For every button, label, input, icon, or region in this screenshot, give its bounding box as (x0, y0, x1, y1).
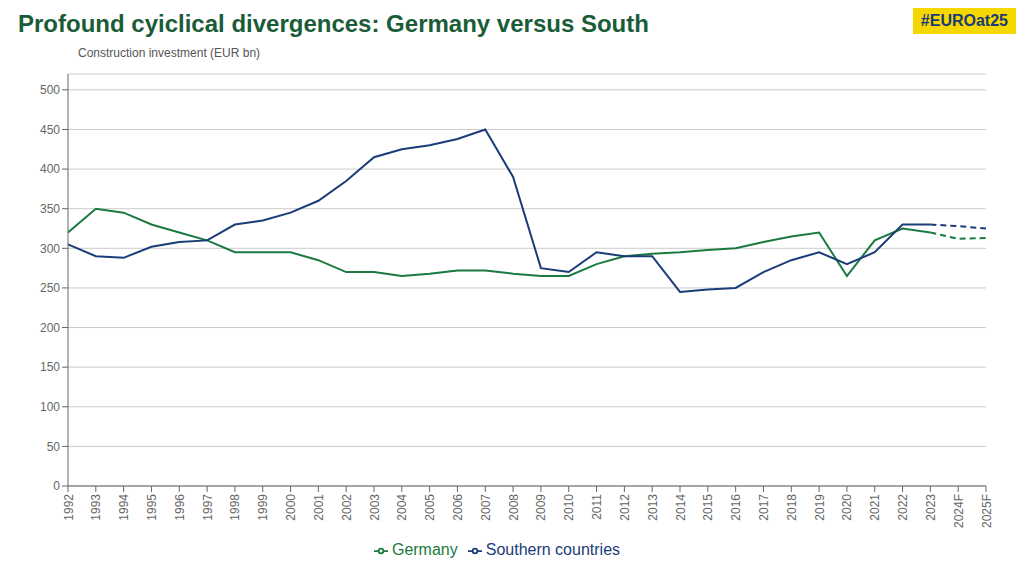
svg-text:2022: 2022 (896, 494, 910, 521)
svg-text:2025F: 2025F (980, 494, 994, 528)
svg-text:150: 150 (40, 360, 60, 374)
svg-text:2021: 2021 (868, 494, 882, 521)
svg-text:0: 0 (53, 479, 60, 493)
svg-text:1993: 1993 (89, 494, 103, 521)
html-text:Germany: Germany (391, 541, 458, 558)
svg-text:250: 250 (40, 281, 60, 295)
svg-text:2004: 2004 (395, 494, 409, 521)
svg-text:1997: 1997 (201, 494, 215, 521)
svg-text:2002: 2002 (340, 494, 354, 521)
html-text:#EUROat25: #EUROat25 (920, 12, 1008, 29)
svg-text:2003: 2003 (368, 494, 382, 521)
svg-text:300: 300 (40, 242, 60, 256)
svg-text:2006: 2006 (451, 494, 465, 521)
svg-text:2016: 2016 (729, 494, 743, 521)
svg-text:2024F: 2024F (952, 494, 966, 528)
html-text:Profound cyiclical divergences: Profound cyiclical divergences: Germany … (18, 10, 649, 37)
svg-text:50: 50 (47, 440, 61, 454)
svg-text:200: 200 (40, 321, 60, 335)
svg-text:1996: 1996 (173, 494, 187, 521)
svg-text:2007: 2007 (479, 494, 493, 521)
svg-text:2000: 2000 (284, 494, 298, 521)
svg-text:1995: 1995 (145, 494, 159, 521)
svg-text:2017: 2017 (757, 494, 771, 521)
svg-text:2015: 2015 (701, 494, 715, 521)
svg-text:500: 500 (40, 83, 60, 97)
svg-text:2010: 2010 (562, 494, 576, 521)
html-text:Southern countries: Southern countries (485, 541, 620, 558)
svg-text:2001: 2001 (312, 494, 326, 521)
svg-text:1992: 1992 (62, 494, 76, 521)
svg-text:350: 350 (40, 202, 60, 216)
svg-text:450: 450 (40, 123, 60, 137)
svg-text:100: 100 (40, 400, 60, 414)
svg-text:2005: 2005 (423, 494, 437, 521)
svg-text:2023: 2023 (924, 494, 938, 521)
svg-text:1998: 1998 (228, 494, 242, 521)
svg-text:400: 400 (40, 162, 60, 176)
svg-text:2013: 2013 (646, 494, 660, 521)
html-text:Construction investment (EUR b: Construction investment (EUR bn) (78, 46, 261, 60)
svg-text:2018: 2018 (785, 494, 799, 521)
svg-text:2020: 2020 (840, 494, 854, 521)
svg-text:2014: 2014 (674, 494, 688, 521)
svg-text:2008: 2008 (507, 494, 521, 521)
svg-text:2009: 2009 (534, 494, 548, 521)
svg-text:1999: 1999 (256, 494, 270, 521)
svg-text:1994: 1994 (117, 494, 131, 521)
svg-text:2019: 2019 (813, 494, 827, 521)
svg-text:2012: 2012 (618, 494, 632, 521)
svg-text:2011: 2011 (590, 494, 604, 520)
